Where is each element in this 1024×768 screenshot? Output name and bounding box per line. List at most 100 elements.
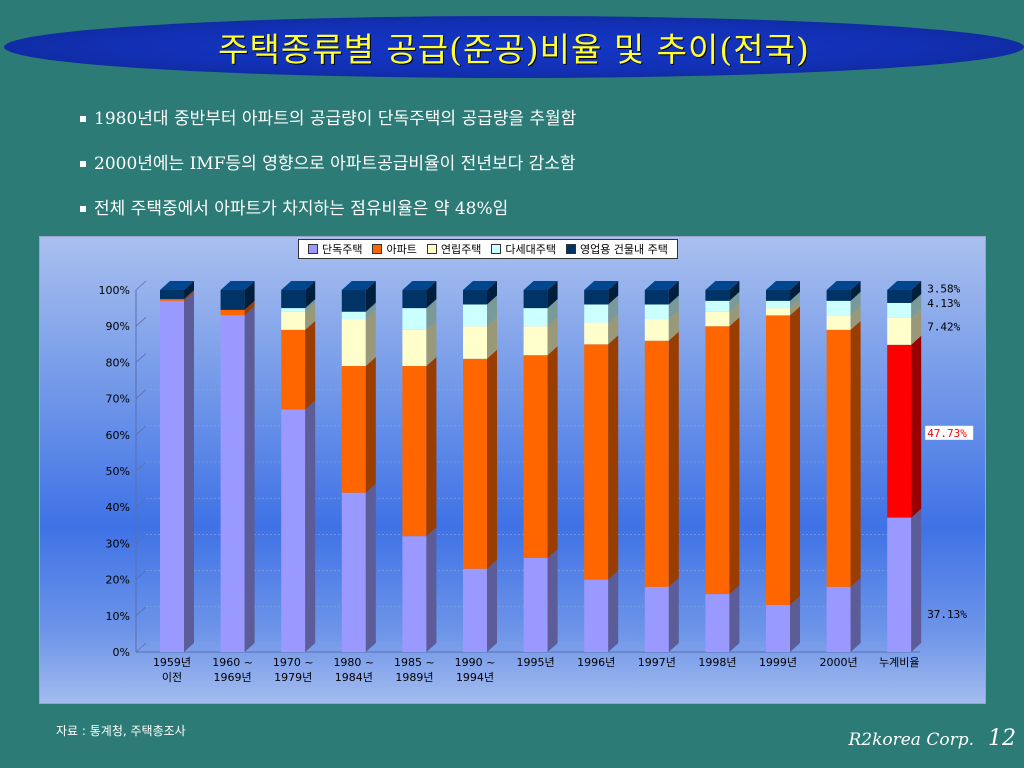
- bar-segment: [402, 329, 427, 367]
- legend-swatch: [491, 244, 502, 254]
- slide-title: 주택종류별 공급(준공)비율 및 추이(전국): [218, 30, 810, 69]
- bar-segment: [402, 536, 427, 652]
- bar-segment: [402, 308, 427, 330]
- bar-segment: [463, 568, 487, 652]
- tick-mark: [135, 425, 147, 436]
- x-category-label: 1970 ~: [273, 656, 314, 669]
- bar-side: [547, 299, 558, 327]
- bar-side: [790, 281, 800, 301]
- bar-segment: [402, 366, 427, 537]
- bar-side: [244, 281, 255, 310]
- bullet-item: 전체 주택중에서 아파트가 차지하는 점유비율은 약 48%임: [80, 186, 576, 231]
- bar-top: [523, 281, 558, 290]
- chart-area: 0% 10% 20% 30% 40% 50% 60% 70% 80% 90% 100% 1959년 이전…: [39, 236, 986, 704]
- x-category-label: 1989년: [395, 671, 433, 684]
- data-label-bg: [925, 425, 974, 440]
- bar-side: [729, 281, 740, 301]
- bullet-list: 1980년대 중반부터 아파트의 공급량이 단독주택의 공급량을 추월함 200…: [80, 96, 576, 231]
- legend-item: 영업용 건물내 주택: [565, 241, 668, 257]
- x-category-label: 1999년: [759, 656, 797, 669]
- bar-segment: [341, 290, 366, 312]
- bullet-icon: [80, 205, 86, 212]
- bar-side: [365, 302, 376, 319]
- bar-segment: [584, 290, 609, 305]
- bar-segment: [463, 290, 487, 305]
- x-category-label: 이전: [162, 671, 182, 684]
- x-category-label: 1969년: [214, 671, 252, 684]
- y-tick-label: 0%: [113, 646, 130, 659]
- y-tick-label: 60%: [106, 429, 130, 442]
- bar-segment: [584, 579, 609, 652]
- bar-top: [160, 281, 194, 290]
- bar-segment: [281, 409, 306, 652]
- bar-side: [850, 306, 861, 330]
- bar-side: [487, 281, 497, 305]
- bar-top: [705, 281, 740, 290]
- bar-segment: [584, 322, 609, 345]
- x-category-label: 1995년: [517, 656, 555, 669]
- bar-segment: [281, 308, 306, 312]
- tick-mark: [135, 389, 147, 399]
- bar-segment: [826, 290, 851, 301]
- bar-segment: [887, 517, 912, 652]
- legend-item: 아파트: [372, 241, 417, 257]
- bar-side: [426, 527, 437, 652]
- bar-segment: [705, 311, 730, 327]
- bar-segment: [463, 358, 487, 569]
- x-category-label: 누계비율: [879, 656, 919, 669]
- x-category-label: 1996년: [577, 656, 615, 669]
- bar-top: [463, 281, 497, 290]
- bar-segment: [766, 604, 790, 652]
- y-tick-label: 10%: [106, 610, 130, 623]
- bar-top: [644, 281, 679, 290]
- bar-segment: [281, 329, 306, 410]
- bar-segment: [826, 315, 851, 330]
- bar-segment: [160, 299, 184, 301]
- bar-segment: [341, 492, 366, 652]
- bar-segment: [523, 557, 548, 652]
- bar-segment: [644, 304, 669, 319]
- bar-segment: [887, 290, 912, 303]
- bar-side: [547, 548, 558, 652]
- y-tick-label: 40%: [106, 501, 130, 514]
- y-tick-label: 50%: [106, 465, 130, 478]
- bar-side: [850, 291, 861, 316]
- bullet-icon: [80, 160, 86, 167]
- y-tick-label: 30%: [106, 537, 130, 550]
- bar-side: [305, 400, 316, 652]
- y-tick-label: 20%: [106, 574, 130, 587]
- bar-segment: [341, 366, 366, 493]
- bar-side: [729, 291, 740, 312]
- bar-segment: [523, 355, 548, 558]
- bar-top: [826, 281, 861, 290]
- bar-side: [729, 585, 740, 652]
- bar-side: [244, 306, 255, 652]
- legend-label: 아파트: [386, 243, 417, 256]
- bar-top: [766, 281, 800, 290]
- bar-top: [281, 281, 316, 290]
- bar-segment: [220, 315, 245, 652]
- bar-side: [305, 299, 316, 312]
- bar-side: [911, 335, 922, 518]
- bar-side: [608, 313, 619, 345]
- bar-segment: [887, 317, 912, 345]
- bar-segment: [220, 290, 245, 310]
- legend-label: 다세대주택: [505, 243, 556, 256]
- bar-top: [402, 281, 437, 290]
- bar-segment: [463, 326, 487, 359]
- bar-segment: [644, 586, 669, 652]
- legend-item: 연립주택: [426, 241, 481, 257]
- stacked-bar-chart: 0% 10% 20% 30% 40% 50% 60% 70% 80% 90% 100% 1959년이전…: [99, 280, 974, 684]
- bar-side: [305, 302, 316, 330]
- bullet-text: 전체 주택중에서 아파트가 차지하는 점유비율은 약 48%임: [94, 198, 509, 219]
- bar-segment: [341, 318, 366, 367]
- bullet-item: 1980년대 중반부터 아파트의 공급량이 단독주택의 공급량을 추월함: [80, 96, 576, 141]
- legend-label: 영업용 건물내 주택: [579, 243, 668, 256]
- bullet-item: 2000년에는 IMF등의 영향으로 아파트공급비율이 전년보다 감소함: [80, 141, 576, 186]
- bar-segment: [463, 304, 487, 327]
- bar-side: [305, 320, 316, 410]
- data-label: 7.42%: [927, 320, 960, 333]
- tick-mark: [135, 461, 147, 472]
- bar-side: [790, 306, 800, 605]
- bar-side: [487, 559, 497, 652]
